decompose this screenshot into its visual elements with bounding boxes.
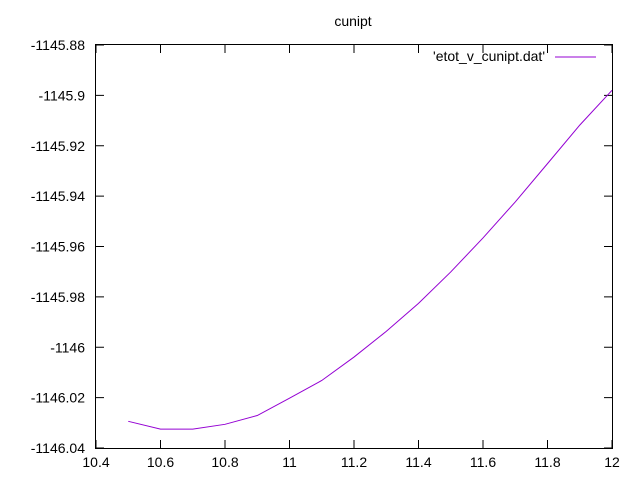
y-tick-label: -1146.02 xyxy=(31,390,85,406)
tick-layer: -1145.88 -1145.9 -1145.92 -1145.94 -1145.96 -… xyxy=(31,37,620,470)
plot-frame xyxy=(95,44,613,449)
x-tick-label: 11.2 xyxy=(341,454,367,470)
y-tick-label: -1145.92 xyxy=(31,138,85,154)
legend: 'etot_v_cunipt.dat' xyxy=(433,48,596,64)
x-tick-label: 11 xyxy=(282,454,297,470)
series-line xyxy=(128,89,613,430)
legend-label: 'etot_v_cunipt.dat' xyxy=(433,48,545,64)
x-tick-label: 10.8 xyxy=(211,454,238,470)
chart-title: cunipt xyxy=(334,13,371,29)
y-tick-label: -1146.04 xyxy=(31,440,85,456)
y-tick-label: -1145.98 xyxy=(31,289,85,305)
x-tick-label: 11.4 xyxy=(405,454,431,470)
y-tick-label: -1145.94 xyxy=(31,188,85,204)
x-tick-label: 10.4 xyxy=(82,454,109,470)
y-tick-label: -1145.88 xyxy=(31,37,85,53)
series-layer xyxy=(128,89,613,430)
x-tick-label: 11.8 xyxy=(534,454,560,470)
y-tick-label: -1146 xyxy=(50,339,85,355)
y-tick-label: -1145.96 xyxy=(31,239,85,255)
x-tick-label: 10.6 xyxy=(147,454,174,470)
x-tick-label: 12 xyxy=(604,454,620,470)
x-tick-label: 11.6 xyxy=(470,454,496,470)
y-tick-label: -1145.9 xyxy=(39,87,86,103)
